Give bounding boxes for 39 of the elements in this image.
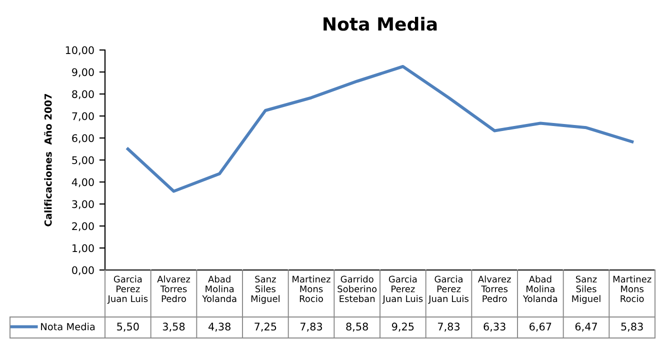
x-tick-label: Garcia Perez Juan Luis — [107, 276, 148, 304]
y-tick-label: 10,00 — [66, 46, 94, 56]
legend-label: Nota Media — [41, 322, 95, 330]
y-tick-label: 3,00 — [72, 200, 94, 210]
y-tick-label: 1,00 — [72, 244, 94, 254]
y-tick-label: 7,00 — [72, 112, 94, 122]
x-tick-label: Martinez Mons Rocio — [292, 276, 330, 302]
y-tick-label: 9,00 — [72, 68, 94, 78]
y-tick-label: 4,00 — [72, 178, 94, 188]
data-label: 4,38 — [208, 322, 230, 332]
data-label: 8,58 — [346, 322, 368, 332]
x-tick-label: Garcia Perez Juan Luis — [428, 276, 468, 304]
y-tick-label: 5,00 — [72, 156, 94, 166]
data-label: 5,50 — [117, 322, 139, 332]
y-tick-label: 8,00 — [72, 90, 94, 100]
data-label: 7,83 — [438, 322, 460, 332]
x-tick-label: Abad Molina Yolanda — [522, 276, 558, 302]
x-tick-label: Alvarez Torres Pedro — [157, 276, 190, 302]
data-label: 6,47 — [575, 322, 597, 332]
data-label: 5,83 — [621, 322, 643, 332]
data-label: 3,58 — [162, 322, 185, 332]
data-label: 6,67 — [530, 322, 552, 332]
data-label: 7,83 — [300, 322, 322, 332]
line-series — [126, 64, 634, 193]
x-tick-label: Alvarez Torres Pedro — [478, 276, 511, 302]
x-tick-label: Garrido Soberino Esteban — [338, 276, 377, 302]
y-tick-label: 0,00 — [72, 266, 94, 276]
x-tick-label: Abad Molina Yolanda — [202, 276, 236, 302]
data-label: 6,33 — [484, 322, 506, 332]
y-axis-title: Calificaciones Año 2007 — [44, 94, 52, 226]
chart-title: Nota Media — [324, 16, 437, 31]
y-tick-label: 6,00 — [72, 134, 94, 144]
x-tick-label: Martinez Mons Rocio — [613, 276, 652, 302]
x-tick-label: Sanz Siles Miguel — [251, 276, 280, 304]
data-label: 9,25 — [392, 322, 414, 332]
x-tick-label: Sanz Siles Miguel — [572, 276, 600, 304]
data-label: 7,25 — [254, 322, 276, 332]
y-tick-label: 2,00 — [72, 222, 94, 232]
x-tick-label: Garcia Perez Juan Luis — [382, 276, 423, 304]
